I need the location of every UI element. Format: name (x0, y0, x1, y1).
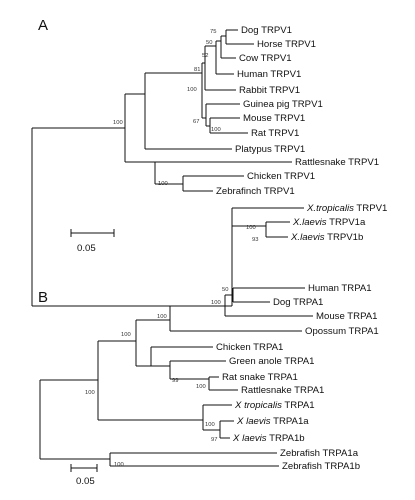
leaf-label-rat: Rat TRPV1 (251, 128, 299, 139)
panel-a-leaves: Dog TRPV1 Horse TRPV1 Cow TRPV1 Human TR… (216, 25, 387, 243)
branch (205, 45, 236, 91)
panel-b-bootstrap: 50 100 100 100 99 100 100 97 100 100 (85, 287, 228, 468)
branch (233, 287, 305, 303)
leaf-label-horse: Horse TRPV1 (257, 39, 316, 50)
branch (32, 127, 232, 307)
leaf-label-xlaevis-b: X.laevis TRPV1b (290, 232, 363, 243)
leaf-label-opossum: Opossum TRPA1 (305, 326, 379, 337)
branch (98, 340, 203, 421)
branch (210, 117, 248, 134)
branch (145, 72, 232, 150)
branch (232, 207, 304, 227)
leaf-label-xtropicalis: X.tropicalis TRPV1 (306, 203, 387, 214)
leaf-label-rattlesnake: Rattlesnake TRPA1 (241, 385, 324, 396)
bootstrap-value: 50 (222, 287, 228, 293)
leaf-label-rattlesnake: Rattlesnake TRPV1 (295, 157, 379, 168)
bootstrap-value: 100 (121, 332, 131, 338)
branch (209, 376, 238, 391)
leaf-label-chicken: Chicken TRPV1 (247, 171, 315, 182)
bootstrap-value: 100 (246, 225, 256, 231)
leaf-label-platypus: Platypus TRPV1 (235, 144, 305, 155)
leaf-label-dog: Dog TRPA1 (273, 297, 323, 308)
panel-b-branches (39, 287, 313, 467)
panel-b: B (38, 283, 379, 487)
leaf-label-human: Human TRPV1 (237, 69, 301, 80)
bootstrap-value: 75 (210, 29, 216, 35)
bootstrap-value: 100 (85, 390, 95, 396)
panel-a-bootstrap: 75 50 52 81 100 100 67 100 100 100 93 (113, 29, 258, 243)
leaf-label-mouse: Mouse TRPV1 (243, 113, 305, 124)
branch (206, 103, 240, 127)
leaf-label-zebrafish-b: Zebrafish TRPA1b (282, 461, 360, 472)
branch (151, 346, 213, 367)
bootstrap-value: 100 (157, 314, 167, 320)
panel-a: A (31, 17, 387, 307)
bootstrap-value: 81 (194, 67, 200, 73)
bootstrap-value: 50 (206, 40, 212, 46)
panel-a-branches (31, 29, 304, 307)
leaf-label-rabbit: Rabbit TRPV1 (239, 85, 300, 96)
leaf-label-zebrafinch: Zebrafinch TRPV1 (216, 186, 295, 197)
branch (266, 221, 290, 238)
leaf-label-cow: Cow TRPV1 (239, 53, 292, 64)
branch (136, 319, 170, 367)
branch (216, 40, 234, 75)
bootstrap-value: 67 (193, 119, 199, 125)
leaf-label-xtropicalis: X tropicalis TRPA1 (234, 400, 315, 411)
panel-b-scale-bar: 0.05 (70, 464, 98, 487)
leaf-label-chicken: Chicken TRPA1 (216, 342, 283, 353)
leaf-label-mouse: Mouse TRPA1 (316, 311, 378, 322)
branch (110, 452, 279, 467)
bootstrap-value: 93 (252, 237, 258, 243)
branch (220, 420, 234, 439)
bootstrap-value: 99 (172, 378, 178, 384)
bootstrap-value: 100 (158, 181, 168, 187)
bootstrap-value: 97 (211, 437, 217, 443)
branch (226, 29, 254, 45)
leaf-label-ratsnake: Rat snake TRPA1 (222, 372, 298, 383)
branch (40, 379, 110, 460)
leaf-label-anole: Green anole TRPA1 (229, 356, 315, 367)
branch (183, 175, 244, 192)
panel-a-scale-bar: 0.05 (70, 229, 115, 254)
scale-bar-label: 0.05 (77, 243, 96, 254)
leaf-label-xlaevis-a: X.laevis TRPV1a (292, 217, 366, 228)
bootstrap-value: 100 (205, 422, 215, 428)
branch (225, 294, 313, 317)
leaf-label-xlaevis-b: X laevis TRPA1b (232, 433, 305, 444)
leaf-label-human: Human TRPA1 (308, 283, 372, 294)
bootstrap-value: 100 (187, 87, 197, 93)
bootstrap-value: 52 (202, 53, 208, 59)
leaf-label-guineapig: Guinea pig TRPV1 (243, 99, 323, 110)
panel-a-label: A (38, 17, 48, 34)
branch (170, 360, 226, 380)
branch (203, 404, 232, 431)
bootstrap-value: 100 (113, 120, 123, 126)
bootstrap-value: 100 (196, 384, 206, 390)
scale-bar-label: 0.05 (76, 476, 95, 487)
bootstrap-value: 100 (211, 127, 221, 133)
bootstrap-value: 100 (114, 462, 124, 468)
panel-b-leaves: Human TRPA1 Dog TRPA1 Mouse TRPA1 Opossu… (216, 283, 379, 472)
branch (221, 35, 236, 59)
branch (170, 305, 302, 332)
bootstrap-value: 100 (211, 300, 221, 306)
leaf-label-zebrafish-a: Zebrafish TRPA1a (280, 448, 359, 459)
panel-b-label: B (38, 289, 48, 306)
leaf-label-xlaevis-a: X laevis TRPA1a (236, 416, 309, 427)
leaf-label-dog: Dog TRPV1 (241, 25, 292, 36)
